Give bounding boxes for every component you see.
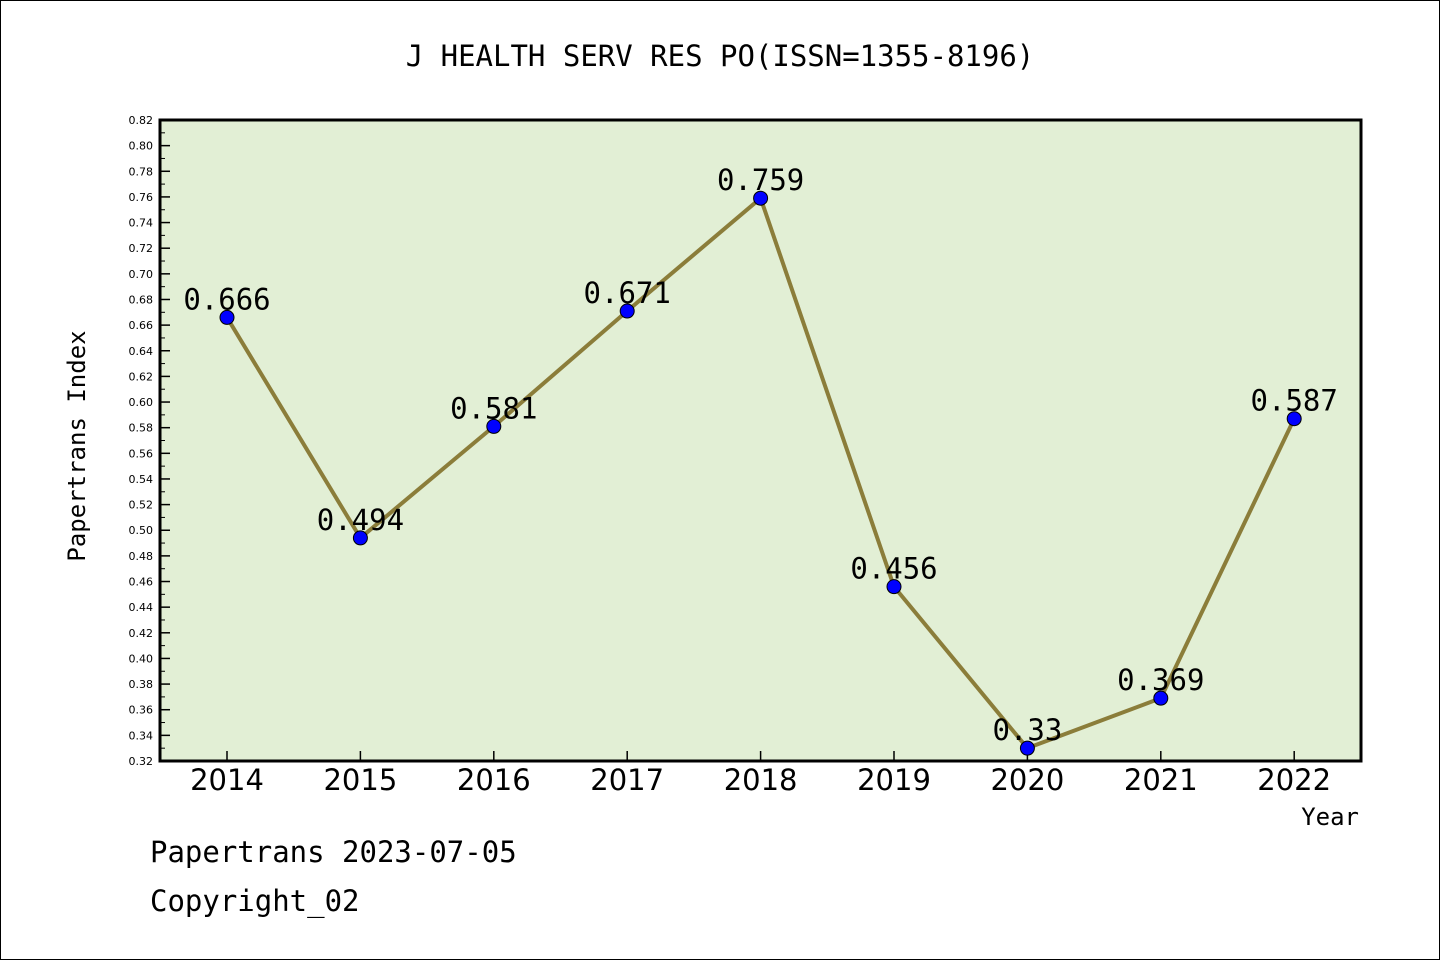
y-tick-label: 0.40 <box>129 652 154 665</box>
x-tick-label: 2021 <box>1124 763 1198 797</box>
y-tick-label: 0.42 <box>129 627 154 640</box>
data-labels: 0.666 0.494 0.581 0.671 0.759 0.456 0.33 0.369 0… <box>183 163 1338 747</box>
x-tick-label: 2017 <box>590 763 664 797</box>
footer-date-text: Papertrans 2023-07-05 <box>150 835 517 869</box>
plot-area <box>160 120 1361 761</box>
data-point <box>1019 740 1035 756</box>
y-tick-label: 0.38 <box>129 678 154 691</box>
plot-border <box>158 118 1363 763</box>
y-tick-label: 0.80 <box>129 140 154 153</box>
data-point <box>753 190 769 206</box>
data-points <box>219 190 1302 756</box>
y-tick-label: 0.72 <box>129 242 154 255</box>
x-axis-ticks: 2014 2015 2016 2017 2018 2019 2020 2021 2022 <box>190 751 1331 797</box>
y-tick-label: 0.52 <box>129 499 154 512</box>
footer-copyright-text: Copyright_02 <box>150 884 360 918</box>
data-label: 0.671 <box>584 276 671 310</box>
y-tick-label: 0.46 <box>129 576 154 589</box>
data-label: 0.456 <box>850 552 937 586</box>
x-axis-label: Year <box>1301 803 1359 831</box>
data-label: 0.581 <box>450 391 537 425</box>
y-tick-label: 0.32 <box>129 755 154 768</box>
data-point <box>886 579 902 595</box>
y-tick-label: 0.44 <box>129 601 154 614</box>
data-point <box>352 530 368 546</box>
y-tick-label: 0.64 <box>129 345 154 358</box>
y-tick-label: 0.56 <box>129 447 154 460</box>
data-point <box>486 418 502 434</box>
x-tick-label: 2018 <box>724 763 798 797</box>
y-tick-label: 0.54 <box>129 473 154 486</box>
y-tick-label: 0.36 <box>129 704 154 717</box>
y-tick-label: 0.60 <box>129 396 154 409</box>
data-label: 0.759 <box>717 163 804 197</box>
y-tick-label: 0.66 <box>129 319 154 332</box>
y-tick-label: 0.48 <box>129 550 154 563</box>
data-point <box>219 309 235 325</box>
y-tick-label: 0.62 <box>129 370 154 383</box>
x-tick-label: 2022 <box>1257 763 1331 797</box>
x-tick-label: 2015 <box>323 763 397 797</box>
data-label: 0.587 <box>1251 384 1338 418</box>
y-tick-label: 0.82 <box>129 114 154 127</box>
y-tick-label: 0.74 <box>129 217 154 230</box>
y-tick-label: 0.34 <box>129 729 154 742</box>
y-tick-label: 0.78 <box>129 165 154 178</box>
data-point <box>1286 411 1302 427</box>
data-label: 0.369 <box>1117 663 1204 697</box>
y-tick-label: 0.58 <box>129 422 154 435</box>
x-tick-label: 2019 <box>857 763 931 797</box>
x-tick-label: 2020 <box>990 763 1064 797</box>
y-tick-label: 0.76 <box>129 191 154 204</box>
data-point <box>619 303 635 319</box>
data-label: 0.666 <box>183 282 270 316</box>
y-tick-label: 0.68 <box>129 293 154 306</box>
x-tick-label: 2014 <box>190 763 264 797</box>
data-point <box>1153 690 1169 706</box>
x-tick-label: 2016 <box>457 763 531 797</box>
data-label: 0.494 <box>317 503 404 537</box>
data-label: 0.33 <box>992 713 1062 747</box>
y-tick-label: 0.70 <box>129 268 154 281</box>
y-tick-label: 0.50 <box>129 524 154 537</box>
y-axis-ticks: 0.32 0.34 0.36 0.38 0.40 0.42 0.44 0.46 0.48 0.50… <box>129 114 170 768</box>
chart-title: J HEALTH SERV RES PO(ISSN=1355-8196) <box>406 39 1035 73</box>
y-axis-label: Papertrans Index <box>63 330 91 561</box>
